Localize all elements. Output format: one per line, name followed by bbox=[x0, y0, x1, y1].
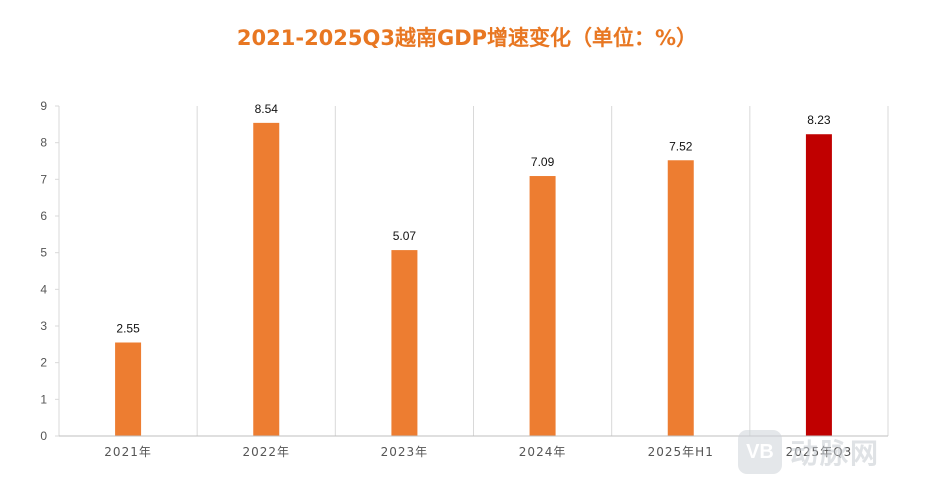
bars bbox=[115, 122, 832, 437]
bar bbox=[667, 160, 694, 436]
bar bbox=[115, 342, 142, 436]
y-tick-label: 8 bbox=[40, 136, 47, 150]
y-tick-label: 6 bbox=[40, 209, 47, 223]
y-tick-label: 5 bbox=[40, 246, 47, 260]
grid-lines bbox=[58, 106, 889, 436]
data-labels: 2.55 8.54 5.07 7.09 7.52 8.23 bbox=[116, 102, 831, 336]
data-label: 7.52 bbox=[669, 139, 693, 153]
data-label: 2.55 bbox=[116, 322, 140, 336]
x-tick-label: 2021年 bbox=[104, 445, 152, 459]
x-tick-label: 2025年Q3 bbox=[786, 445, 853, 459]
axes: 0 1 2 3 4 5 6 7 8 9 2021年 2022年 2023年 2024年 2025年H1 202… bbox=[40, 99, 888, 459]
data-label: 8.23 bbox=[807, 113, 831, 127]
y-tick-label: 2 bbox=[40, 356, 47, 370]
watermark-logo: VB bbox=[738, 430, 782, 474]
y-tick-label: 1 bbox=[40, 392, 47, 406]
y-tick-label: 0 bbox=[40, 429, 47, 443]
watermark-text: 动脉网 bbox=[790, 437, 881, 470]
y-tick-label: 4 bbox=[40, 282, 47, 296]
x-tick-label: 2024年 bbox=[519, 445, 567, 459]
y-tick-label: 3 bbox=[40, 319, 47, 333]
x-tick-label: 2025年H1 bbox=[648, 445, 714, 459]
x-tick-label: 2022年 bbox=[242, 445, 290, 459]
y-tick-label: 7 bbox=[40, 172, 47, 186]
x-tick-label: 2023年 bbox=[381, 445, 429, 459]
data-label: 8.54 bbox=[255, 102, 279, 116]
bar bbox=[391, 250, 418, 436]
watermark: VB 动脉网 bbox=[738, 430, 880, 474]
bar bbox=[529, 176, 556, 437]
data-label: 5.07 bbox=[393, 229, 417, 243]
bar bbox=[805, 134, 832, 436]
bar bbox=[253, 122, 280, 436]
chart-title: 2021-2025Q3越南GDP增速变化（单位：%） bbox=[236, 26, 698, 50]
y-tick-label: 9 bbox=[40, 99, 47, 113]
data-label: 7.09 bbox=[531, 155, 555, 169]
